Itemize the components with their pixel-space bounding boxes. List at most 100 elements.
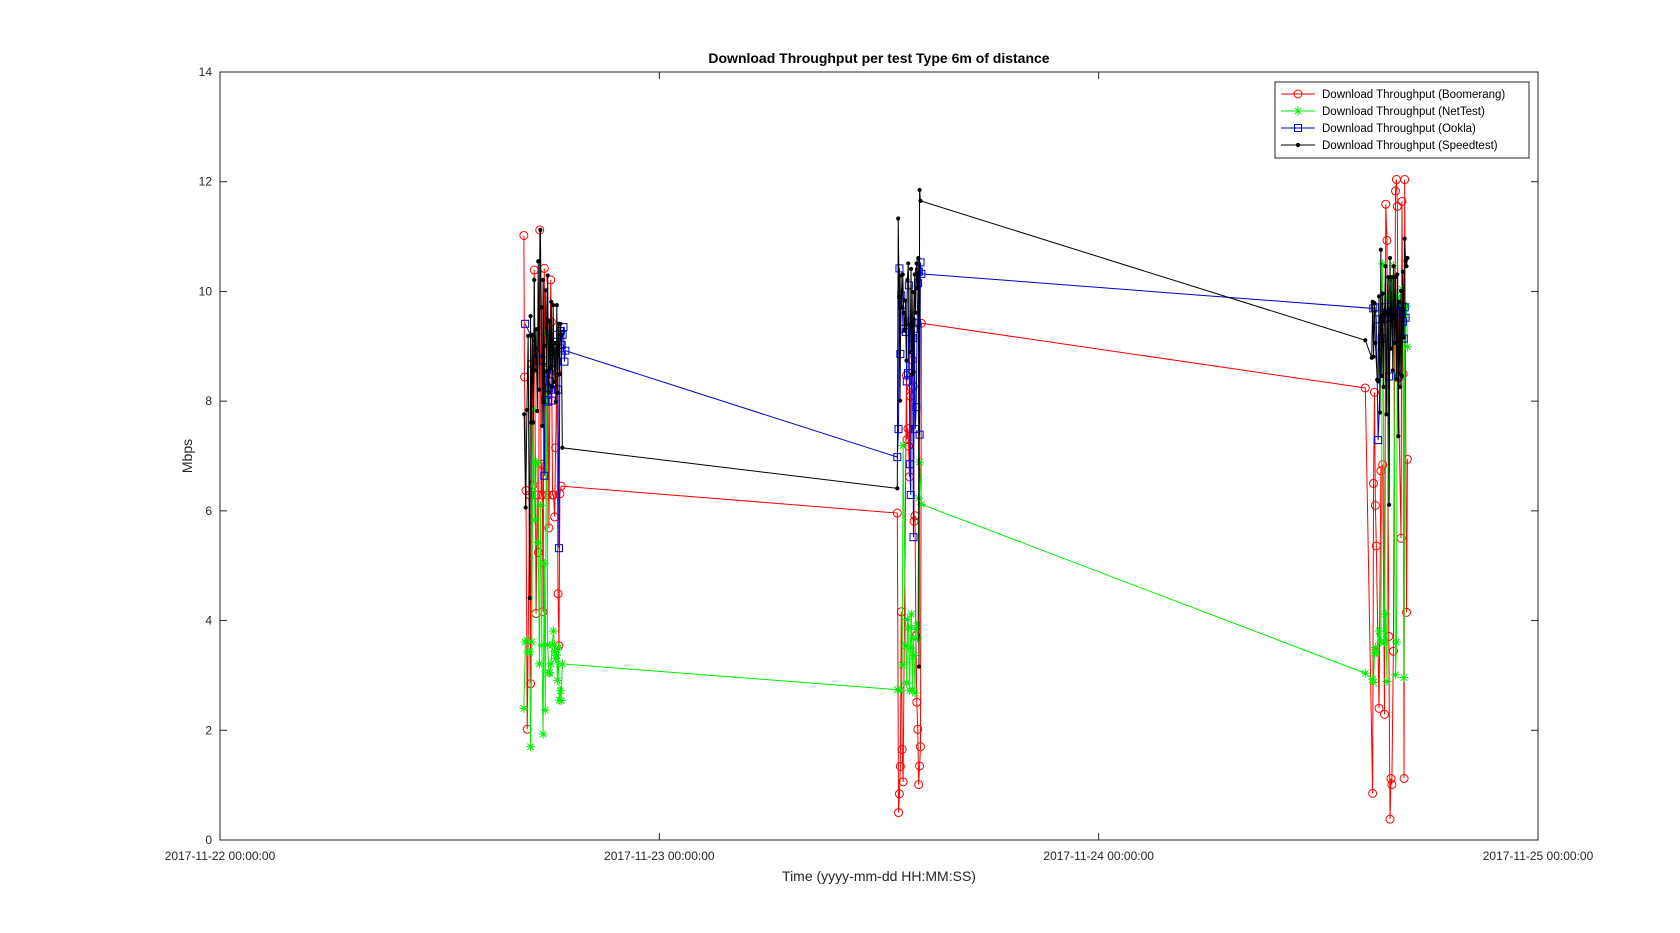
data-point-speedtest bbox=[1404, 264, 1409, 269]
data-point-speedtest bbox=[1398, 288, 1404, 293]
data-point-ookla bbox=[902, 377, 911, 386]
data-point-speedtest bbox=[557, 372, 562, 377]
data-point-speedtest bbox=[560, 445, 565, 450]
data-point-speedtest bbox=[1393, 275, 1398, 280]
data-point-boomerang bbox=[915, 761, 925, 771]
data-point-speedtest bbox=[543, 288, 548, 293]
data-point-boomerang bbox=[1378, 460, 1388, 470]
data-point-speedtest bbox=[532, 277, 537, 283]
data-point-nettest bbox=[912, 621, 922, 631]
data-point-boomerang bbox=[546, 275, 556, 285]
data-point-nettest bbox=[537, 640, 547, 650]
data-point-ookla bbox=[914, 267, 923, 276]
data-point-nettest bbox=[525, 647, 535, 657]
data-point-nettest bbox=[1380, 637, 1390, 647]
data-point-speedtest bbox=[1378, 247, 1383, 252]
legend-marker-nettest bbox=[1293, 106, 1303, 116]
y-tick-label: 6 bbox=[205, 504, 212, 518]
legend-item-boomerang: Download Throughput (Boomerang) bbox=[1281, 89, 1505, 101]
data-point-speedtest bbox=[908, 350, 913, 355]
data-point-boomerang bbox=[1387, 780, 1397, 790]
series-boomerang bbox=[519, 175, 1412, 824]
data-point-speedtest bbox=[1392, 340, 1397, 346]
legend: Download Throughput (Boomerang) Download … bbox=[1274, 81, 1530, 159]
data-point-boomerang bbox=[912, 697, 922, 707]
data-point-speedtest bbox=[906, 261, 911, 266]
data-point-speedtest bbox=[522, 412, 527, 417]
data-point-boomerang bbox=[915, 742, 925, 752]
data-point-nettest bbox=[905, 685, 915, 695]
data-point-boomerang bbox=[535, 225, 545, 235]
data-point-speedtest bbox=[545, 273, 550, 278]
data-point-speedtest bbox=[1394, 376, 1399, 381]
data-point-nettest bbox=[913, 633, 923, 643]
data-point-ookla bbox=[554, 544, 563, 553]
data-point-boomerang bbox=[526, 679, 536, 689]
data-point-ookla bbox=[540, 471, 549, 480]
data-point-boomerang bbox=[544, 523, 554, 533]
data-point-nettest bbox=[557, 659, 567, 669]
data-point-speedtest bbox=[916, 664, 922, 669]
data-point-ookla bbox=[909, 533, 918, 542]
legend-item-ookla: Download Throughput (Ookla) bbox=[1281, 123, 1476, 135]
data-point-speedtest bbox=[551, 303, 556, 308]
data-point-boomerang bbox=[914, 780, 924, 790]
data-point-boomerang bbox=[1369, 387, 1379, 397]
data-point-nettest bbox=[902, 678, 912, 688]
data-point-speedtest bbox=[916, 255, 921, 261]
data-point-speedtest bbox=[1377, 410, 1383, 415]
data-point-ookla bbox=[894, 425, 903, 434]
x-tick-label: 2017-11-22 00:00:00 bbox=[165, 849, 276, 863]
legend-label-speedtest: Download Throughput (Speedtest) bbox=[1322, 140, 1498, 152]
series-line-boomerang bbox=[523, 179, 1408, 820]
data-point-boomerang bbox=[895, 761, 905, 771]
data-point-boomerang bbox=[1385, 814, 1395, 824]
data-point-speedtest bbox=[1397, 299, 1402, 304]
legend-label-nettest: Download Throughput (NetTest) bbox=[1322, 106, 1485, 118]
data-point-boomerang bbox=[556, 481, 566, 491]
data-point-ookla bbox=[1397, 302, 1406, 311]
data-point-boomerang bbox=[1386, 774, 1396, 784]
series-layer bbox=[519, 175, 1412, 824]
data-point-nettest bbox=[555, 686, 565, 696]
data-point-boomerang bbox=[897, 744, 907, 754]
data-point-speedtest bbox=[1371, 354, 1376, 359]
data-point-nettest bbox=[1374, 626, 1384, 636]
data-point-speedtest bbox=[537, 387, 542, 392]
data-point-nettest bbox=[548, 626, 558, 636]
data-point-nettest bbox=[522, 635, 532, 645]
data-point-nettest bbox=[898, 441, 908, 451]
data-point-speedtest bbox=[1373, 340, 1378, 346]
data-point-boomerang bbox=[1392, 201, 1402, 211]
data-point-speedtest bbox=[539, 305, 544, 310]
data-point-speedtest bbox=[531, 420, 536, 425]
data-point-nettest bbox=[904, 623, 914, 633]
data-point-nettest bbox=[1369, 678, 1379, 688]
data-point-speedtest bbox=[536, 259, 541, 264]
data-point-boomerang bbox=[1368, 788, 1378, 798]
data-point-boomerang bbox=[1388, 646, 1398, 656]
data-point-speedtest bbox=[540, 423, 545, 428]
data-point-speedtest bbox=[915, 286, 920, 291]
data-point-nettest bbox=[1384, 292, 1394, 302]
data-point-speedtest bbox=[1376, 379, 1381, 384]
data-point-nettest bbox=[1382, 676, 1392, 686]
x-tick-label: 2017-11-25 00:00:00 bbox=[1483, 849, 1594, 863]
data-point-speedtest bbox=[910, 289, 915, 295]
data-point-boomerang bbox=[1374, 703, 1384, 713]
data-point-nettest bbox=[908, 633, 918, 643]
data-point-nettest bbox=[1399, 673, 1409, 683]
data-point-speedtest bbox=[1391, 264, 1396, 269]
data-point-nettest bbox=[552, 675, 562, 685]
data-point-boomerang bbox=[1371, 541, 1381, 551]
y-tick-label: 12 bbox=[199, 175, 213, 189]
data-point-boomerang bbox=[540, 461, 550, 471]
data-point-nettest bbox=[1368, 674, 1378, 684]
y-tick-label: 0 bbox=[205, 833, 212, 847]
data-point-nettest bbox=[552, 650, 562, 660]
data-point-nettest bbox=[905, 643, 915, 653]
legend-item-speedtest: Download Throughput (Speedtest) bbox=[1281, 140, 1498, 152]
data-point-speedtest bbox=[902, 328, 907, 333]
data-point-speedtest bbox=[914, 261, 919, 266]
data-point-speedtest bbox=[552, 340, 558, 346]
